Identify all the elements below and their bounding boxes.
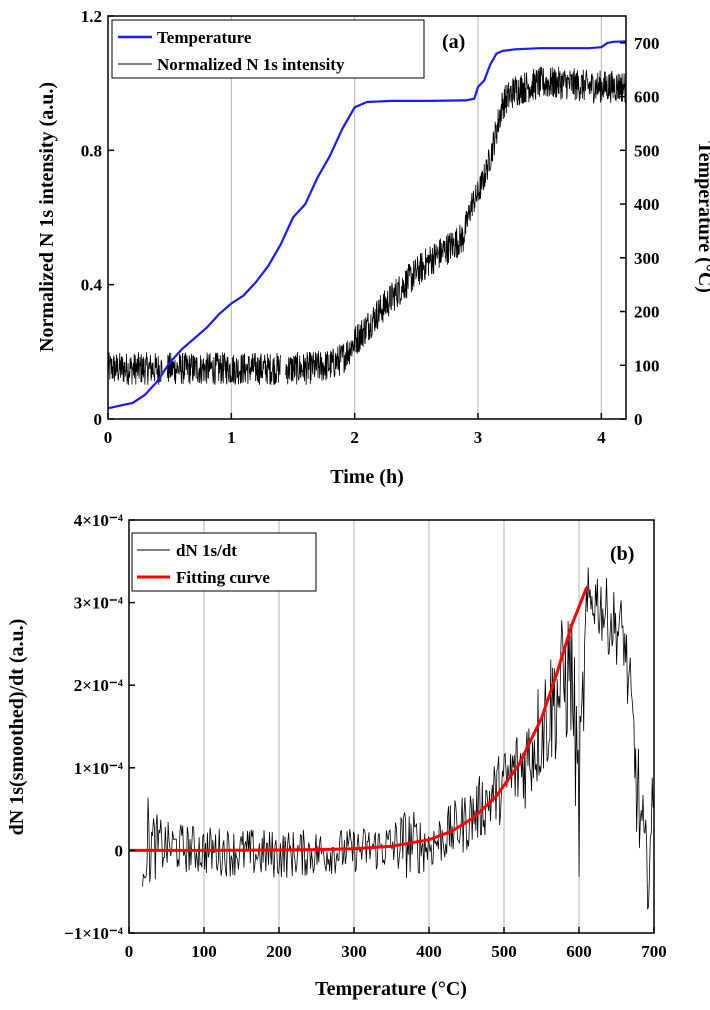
a-y-tick-label: 1.2: [81, 7, 102, 26]
a-x-axis: 0 1 2 3 4: [104, 413, 606, 447]
b-y-tick-label: 1×10⁻⁴: [74, 759, 123, 778]
b-y-axis: −1×10⁻⁴ 0 1×10⁻⁴ 2×10⁻⁴ 3×10⁻⁴ 4×10⁻⁴: [64, 511, 135, 943]
a-x-tick-label: 0: [104, 428, 113, 447]
a-y2-tick-label: 100: [634, 356, 660, 375]
a-y-tick-label: 0.8: [81, 141, 102, 160]
b-x-axis-title: Temperature (°C): [315, 978, 467, 1000]
b-series-derivative: [142, 567, 655, 910]
a-series-temperature: [107, 40, 627, 410]
b-legend: dN 1s/dt Fitting curve: [131, 532, 317, 592]
b-x-axis: 0 100 200 300 400 500 600 700: [125, 927, 667, 961]
b-y-tick-label: 4×10⁻⁴: [74, 511, 123, 530]
a-y-axis: 0 0.4 0.8 1.2: [81, 7, 114, 429]
a-legend-label-temperature: Temperature: [157, 28, 252, 47]
a-panel-label: (a): [442, 31, 465, 53]
a-legend: Temperature Normalized N 1s intensity: [111, 19, 425, 79]
a-y-tick-label: 0: [94, 410, 103, 429]
b-y-tick-label: 3×10⁻⁴: [74, 594, 123, 613]
panel-b: 0 100 200 300 400 500 600 700 −1×10⁻⁴01×10⁻⁴2×1…: [6, 511, 667, 1000]
b-plot-frame: [128, 519, 655, 934]
b-legend-label-fit: Fitting curve: [176, 568, 270, 587]
a-plot-frame: [107, 15, 627, 420]
a-y2-tick-label: 500: [634, 141, 660, 160]
b-y-tick-label: 0: [115, 841, 124, 860]
a-y2-axis-title: Temperature (°C): [694, 141, 710, 293]
a-y2-tick-label: 700: [634, 34, 660, 53]
b-series-fitting-curve: [129, 587, 588, 852]
b-legend-label-derivative: dN 1s/dt: [176, 541, 237, 560]
b-x-tick-label: 700: [641, 942, 667, 961]
b-x-tick-label: 200: [266, 942, 292, 961]
a-legend-box: [111, 19, 425, 79]
b-x-tick-label: 300: [341, 942, 367, 961]
a-legend-label-intensity: Normalized N 1s intensity: [157, 55, 345, 74]
a-y2-tick-label: 300: [634, 249, 660, 268]
a-y2-tick-label: 400: [634, 195, 660, 214]
a-y-tick-label: 0.4: [81, 276, 103, 295]
b-x-tick-label: 400: [416, 942, 442, 961]
a-y2-tick-label: 200: [634, 303, 660, 322]
b-y-axis-title: dN 1s(smoothed)/dt (a.u.): [6, 619, 28, 836]
a-y2-tick-label: 0: [634, 410, 643, 429]
b-x-tick-label: 100: [191, 942, 217, 961]
a-x-axis-title: Time (h): [330, 466, 404, 488]
a-x-tick-label: 4: [597, 428, 606, 447]
b-y-tick-label: 2×10⁻⁴: [74, 676, 123, 695]
b-panel-label: (b): [610, 543, 634, 565]
a-y2-axis: 0 100 200 300 400 500 600 700: [620, 34, 660, 429]
a-x-tick-label: 1: [227, 428, 236, 447]
a-x-tick-label: 3: [474, 428, 483, 447]
a-x-tick-label: 2: [350, 428, 359, 447]
b-series-layer: [129, 567, 655, 910]
b-x-tick-label: 600: [566, 942, 592, 961]
a-series-intensity: [107, 66, 627, 385]
a-series-layer: [107, 40, 627, 410]
a-y-axis-title: Normalized N 1s intensity (a.u.): [36, 82, 58, 352]
b-x-tick-label: 500: [491, 942, 517, 961]
b-x-tick-label: 0: [125, 942, 134, 961]
a-y2-tick-label: 600: [634, 88, 660, 107]
b-y-tick-label: −1×10⁻⁴: [64, 924, 123, 943]
b-legend-box: [131, 532, 317, 592]
